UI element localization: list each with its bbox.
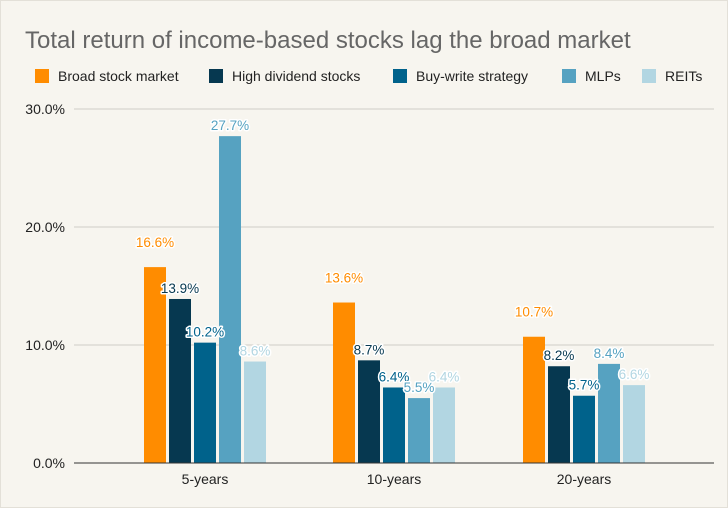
legend-swatch-4 [562,69,576,83]
bars [144,136,645,463]
bar-2-5-years [169,298,191,463]
y-tick-label: 30.0% [25,101,65,117]
data-label-2-10-years: 8.7% [354,342,385,357]
y-axis: 0.0% 10.0% 20.0% 30.0% [25,101,65,471]
data-label-2-5-years: 13.9% [161,281,199,296]
x-tick-label: 5-years [182,471,229,487]
data-label-3-10-years: 6.4% [379,369,410,384]
legend-swatch-5 [642,69,656,83]
data-label-4-10-years: 5.5% [404,380,435,395]
y-tick-label: 10.0% [25,337,65,353]
bar-1-5-years [144,267,166,463]
bar-3-5-years [194,342,216,463]
data-label-4-5-years: 27.7% [211,118,249,133]
chart-title: Total return of income-based stocks lag … [25,27,631,54]
bar-5-5-years [244,361,266,463]
legend: Broad stock market High dividend stocks Bu… [35,68,702,84]
bar-3-20-years [573,395,595,463]
bar-3-10-years [383,387,405,463]
data-label-1-20-years: 10.7% [515,305,553,320]
legend-label-5: REITs [665,68,702,84]
legend-swatch-3 [393,69,407,83]
x-tick-label: 20-years [557,471,611,487]
data-label-5-10-years: 6.4% [429,369,460,384]
data-label-1-10-years: 13.6% [325,271,363,286]
bar-4-5-years [219,136,241,463]
data-label-5-5-years: 8.6% [240,344,271,359]
bar-1-20-years [523,336,545,463]
data-label-3-5-years: 10.2% [186,325,224,340]
bar-2-20-years [548,366,570,463]
data-label-3-20-years: 5.7% [569,378,600,393]
legend-label-1: Broad stock market [58,68,179,84]
data-labels: 16.6% 13.9% 10.2% 27.7% 8.6% 13.6% 8.7% 6.4%5.5… [134,117,651,397]
y-tick-label: 20.0% [25,219,65,235]
x-tick-label: 10-years [367,471,421,487]
legend-swatch-1 [35,69,49,83]
data-label-5-20-years: 6.6% [619,367,650,382]
data-label-1-5-years: 16.6% [136,235,174,250]
bar-5-20-years [623,385,645,463]
data-label-4-20-years: 8.4% [594,346,625,361]
legend-swatch-2 [209,69,223,83]
bar-4-20-years [598,363,620,463]
bar-5-10-years [433,387,455,463]
y-tick-label: 0.0% [33,455,65,471]
legend-label-4: MLPs [585,68,621,84]
bar-1-10-years [333,302,355,463]
bar-4-10-years [408,398,430,463]
legend-label-3: Buy-write strategy [416,68,528,84]
legend-label-2: High dividend stocks [232,68,360,84]
bar-2-10-years [358,360,380,463]
x-axis: 5-years 10-years 20-years [74,462,714,487]
data-label-2-20-years: 8.2% [544,348,575,363]
